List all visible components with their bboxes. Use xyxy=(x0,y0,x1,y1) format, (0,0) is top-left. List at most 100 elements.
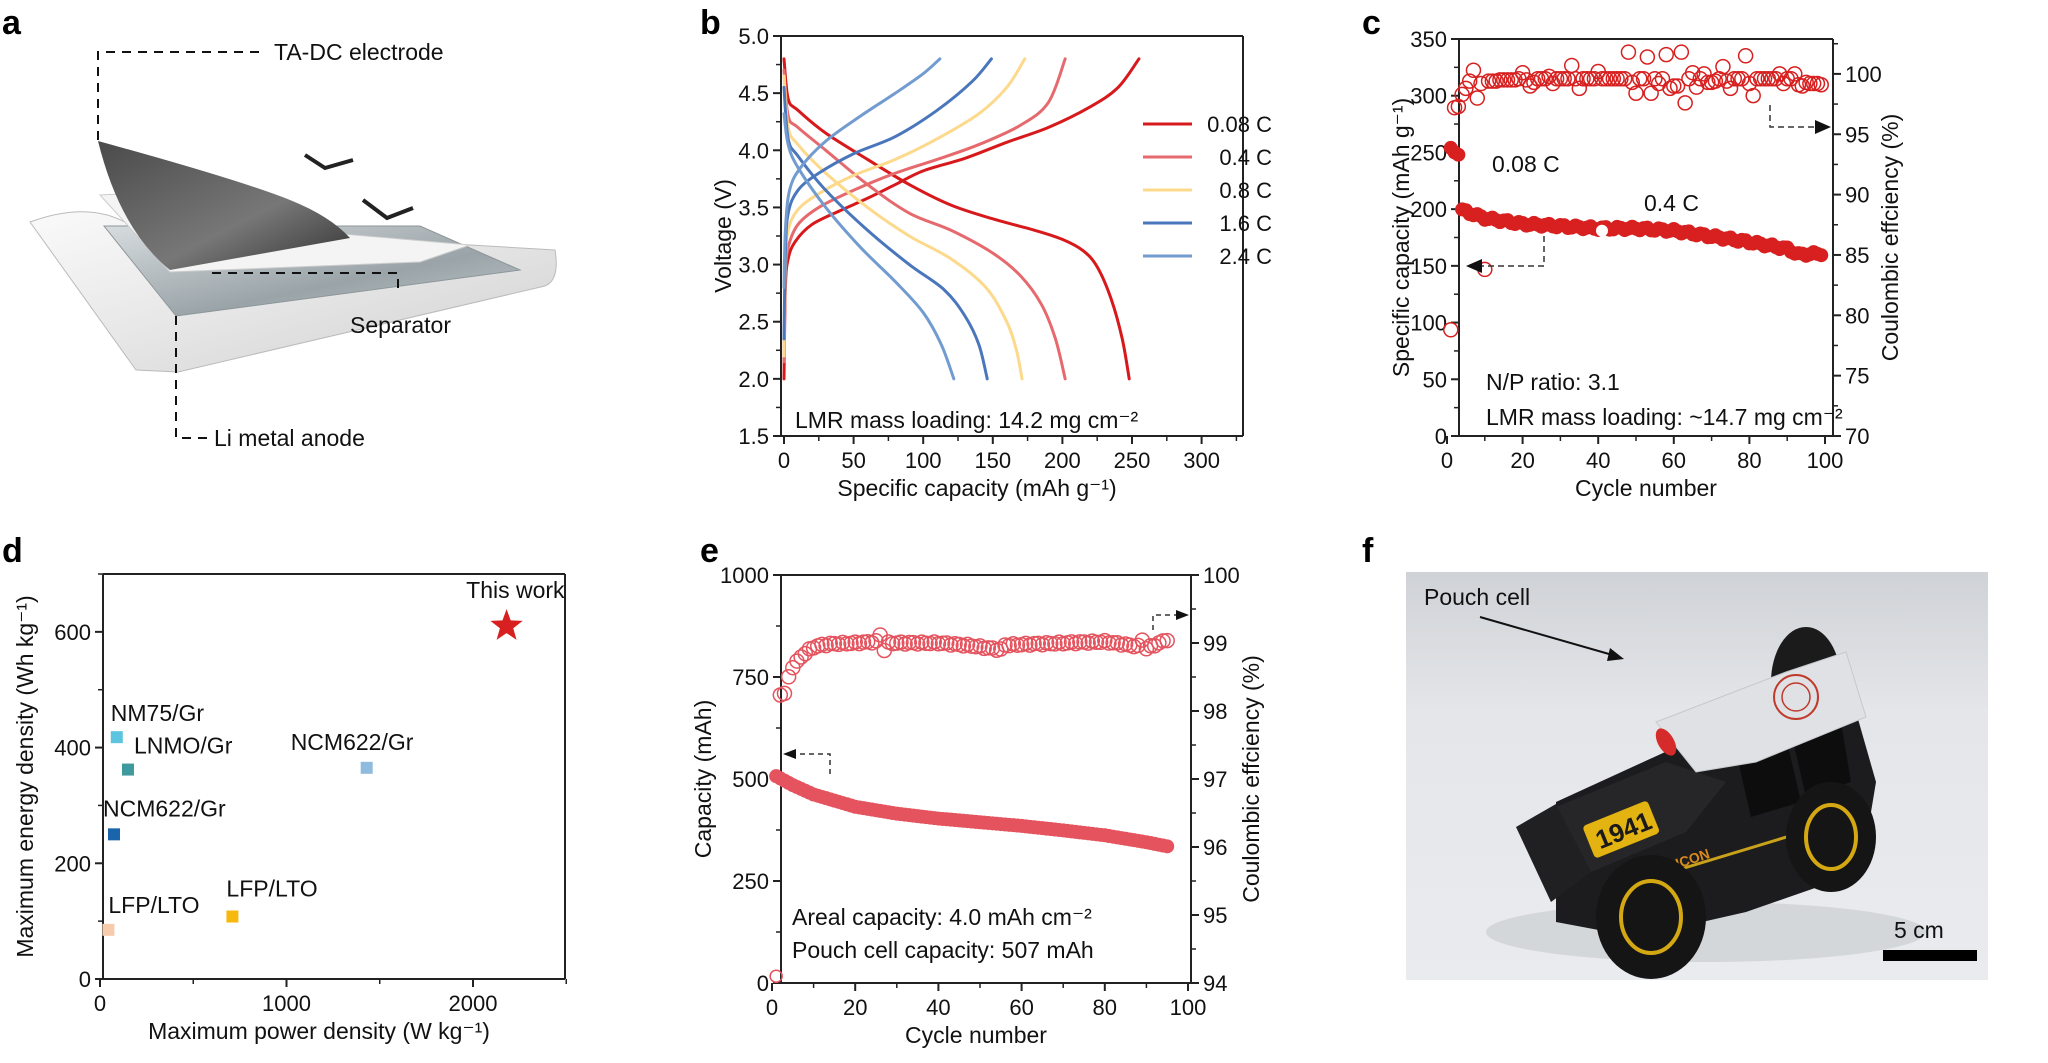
x-tick-label: 0 xyxy=(778,448,790,473)
ce-point xyxy=(1613,70,1629,87)
series-0.08C-charge-curve xyxy=(782,57,1141,381)
series-1.6C-discharge-curve xyxy=(782,85,989,381)
x-axis-label: Specific capacity (mAh g⁻¹) xyxy=(837,475,1116,501)
ce-point xyxy=(1609,70,1625,87)
series-2.4C-discharge-curve xyxy=(782,112,956,381)
x-tick-label: 20 xyxy=(843,995,867,1020)
point-label: LNMO/Gr xyxy=(134,733,233,759)
y-tick-label: 0 xyxy=(1435,424,1447,449)
x-tick-label: 100 xyxy=(1170,995,1207,1020)
y-tick-label: 750 xyxy=(732,665,769,690)
ce-point xyxy=(1756,70,1773,87)
ce-point xyxy=(1647,70,1663,87)
x-axis-label: Maximum power density (W kg⁻¹) xyxy=(148,1018,490,1044)
y2-tick-label: 99 xyxy=(1203,631,1227,656)
ce-point xyxy=(1563,57,1580,74)
leader-electrode xyxy=(97,51,265,140)
y-tick-label: 200 xyxy=(1410,197,1447,222)
ce-point xyxy=(1715,58,1731,75)
arrowhead-left-icon xyxy=(1466,259,1482,273)
y2-tick-label: 95 xyxy=(1203,903,1227,928)
arrowhead-right-icon xyxy=(1176,610,1189,620)
y-tick-label: 400 xyxy=(54,736,91,761)
ce-point xyxy=(1654,70,1671,87)
ce-point xyxy=(1775,75,1792,92)
ce-point xyxy=(1138,641,1155,657)
ce-point xyxy=(1134,632,1150,648)
capacity-point-0.4C xyxy=(1814,248,1829,263)
ce-point-first xyxy=(769,969,783,983)
ce-point xyxy=(1469,90,1485,106)
car-front-wheel xyxy=(1596,855,1706,979)
y-tick-label: 600 xyxy=(54,620,91,645)
ce-point xyxy=(1673,44,1690,60)
leader-anode xyxy=(175,316,207,439)
ce-point xyxy=(1768,70,1784,87)
x-tick-label: 100 xyxy=(1807,448,1844,473)
x-tick-label: 100 xyxy=(905,448,942,473)
series-0.8C-discharge-curve xyxy=(782,74,1024,381)
annotation-mass-loading: LMR mass loading: 14.2 mg cm⁻² xyxy=(795,407,1139,433)
dashed-arrow-left xyxy=(1480,236,1545,267)
leader-separator xyxy=(212,272,399,292)
y2-tick-label: 100 xyxy=(1203,563,1240,588)
ce-point xyxy=(1529,70,1546,87)
label-li-metal-anode: Li metal anode xyxy=(214,425,365,451)
ta-dc-electrode xyxy=(98,141,350,270)
y-tick-label: 250 xyxy=(732,869,769,894)
y2-tick-label: 75 xyxy=(1845,364,1869,389)
ce-point xyxy=(1575,70,1591,87)
panel-c-cycling-half-cell: c 0 50 100 150 200 250 300 350 70 75 80 85 90 95 100 0 20… xyxy=(1362,4,1903,501)
ce-point xyxy=(1514,64,1531,81)
ce-point xyxy=(1088,634,1105,650)
x-tick-label: 60 xyxy=(1009,995,1033,1020)
ce-point xyxy=(1707,73,1724,89)
point-label: LFP/LTO xyxy=(226,876,317,902)
ce-point xyxy=(1813,77,1829,93)
ce-point xyxy=(1749,70,1765,87)
data-point-square xyxy=(102,923,115,936)
ce-point xyxy=(1745,87,1761,104)
ce-point xyxy=(1726,70,1743,87)
panel-a: a TA-DC electrode Separator Li metal ano… xyxy=(2,4,557,451)
ce-point xyxy=(1461,73,1478,89)
x-tick-label: 40 xyxy=(1586,448,1610,473)
toy-car-illustration: 1941 RUBICON Pouch cell 5 cm xyxy=(1424,584,1977,979)
annotation-0.4C: 0.4 C xyxy=(1644,190,1699,216)
y2-axis-label: Coulombic effciency (%) xyxy=(1238,655,1264,903)
x-tick-label: 250 xyxy=(1114,448,1151,473)
y-tick-label: 150 xyxy=(1410,254,1447,279)
annotation-pouch-capacity: Pouch cell capacity: 507 mAh xyxy=(792,937,1094,963)
ce-point xyxy=(1101,635,1117,651)
y-tick-label: 3.5 xyxy=(738,195,769,220)
y-tick-label: 50 xyxy=(1423,367,1447,392)
x-tick-label: 0 xyxy=(94,991,106,1016)
pouch-cell-logo xyxy=(1773,674,1819,720)
arrowhead-icon xyxy=(1607,648,1624,661)
ce-point xyxy=(780,669,797,685)
x-tick-label: 0 xyxy=(1441,448,1453,473)
y-axis-label: Capacity (mAh) xyxy=(690,700,716,858)
x-tick-label: 80 xyxy=(1737,448,1761,473)
ce-point xyxy=(934,635,951,652)
annotation-mass-loading: LMR mass loading: ~14.7 mg cm⁻² xyxy=(1486,404,1843,430)
ce-point xyxy=(1594,70,1610,87)
ce-point xyxy=(1586,70,1603,87)
y2-axis-label: Coulombic effciency (%) xyxy=(1877,114,1903,362)
y2-tick-label: 100 xyxy=(1845,62,1882,87)
ce-point xyxy=(822,635,838,652)
y-axis-label: Maximum energy density (Wh kg⁻¹) xyxy=(12,595,38,957)
ce-point xyxy=(1624,74,1640,91)
y-tick-label: 2.0 xyxy=(738,367,769,392)
ce-point xyxy=(1130,637,1146,654)
legend-label: 0.8 C xyxy=(1219,178,1272,203)
ce-point xyxy=(1632,70,1648,87)
panel-letter-c: c xyxy=(1362,4,1381,42)
dashed-arrow-right xyxy=(1769,105,1815,128)
panel-letter-e: e xyxy=(700,532,719,570)
ce-point xyxy=(1155,633,1171,649)
data-point-square xyxy=(360,761,373,774)
ce-point xyxy=(1503,72,1520,88)
ce-point xyxy=(1495,72,1512,88)
ce-point xyxy=(1605,70,1622,87)
